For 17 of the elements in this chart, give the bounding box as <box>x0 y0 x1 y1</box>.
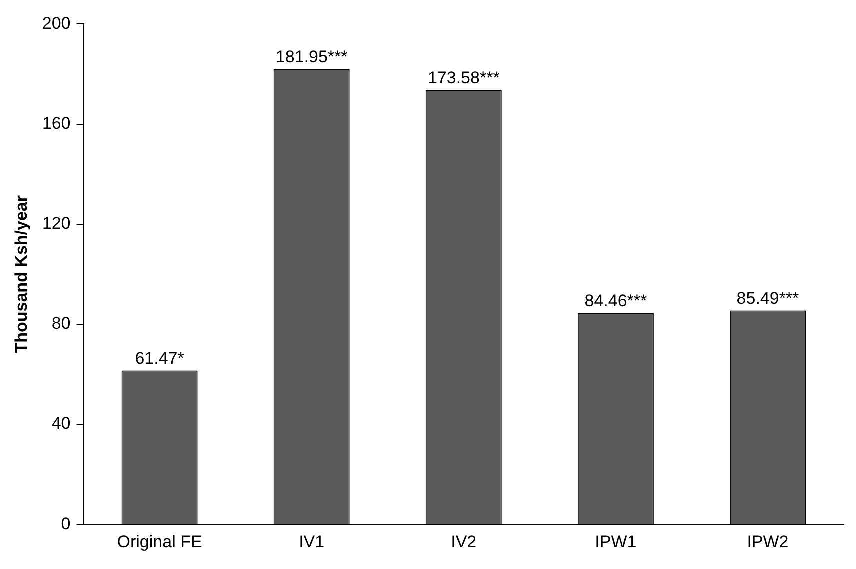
y-tick-label: 40 <box>52 414 71 434</box>
y-tick-label: 80 <box>52 314 71 334</box>
data-label: 85.49*** <box>736 288 800 308</box>
y-tick-label: 160 <box>42 114 71 133</box>
x-tick-label: IPW1 <box>595 532 637 552</box>
x-tick-label: IPW2 <box>747 532 789 552</box>
x-tick-label: IV1 <box>299 532 325 552</box>
y-tick-label: 0 <box>61 514 71 534</box>
x-tick-label: Original FE <box>117 532 202 552</box>
data-label: 84.46*** <box>584 291 648 310</box>
x-tick-label: IV2 <box>451 532 477 552</box>
data-label: 61.47* <box>135 348 185 368</box>
data-label: 173.58*** <box>428 68 500 88</box>
y-axis-title: Thousand Ksh/year <box>12 195 31 354</box>
y-tick-label: 200 <box>42 14 71 33</box>
data-label: 181.95*** <box>276 48 348 67</box>
y-tick-label: 120 <box>42 214 71 234</box>
